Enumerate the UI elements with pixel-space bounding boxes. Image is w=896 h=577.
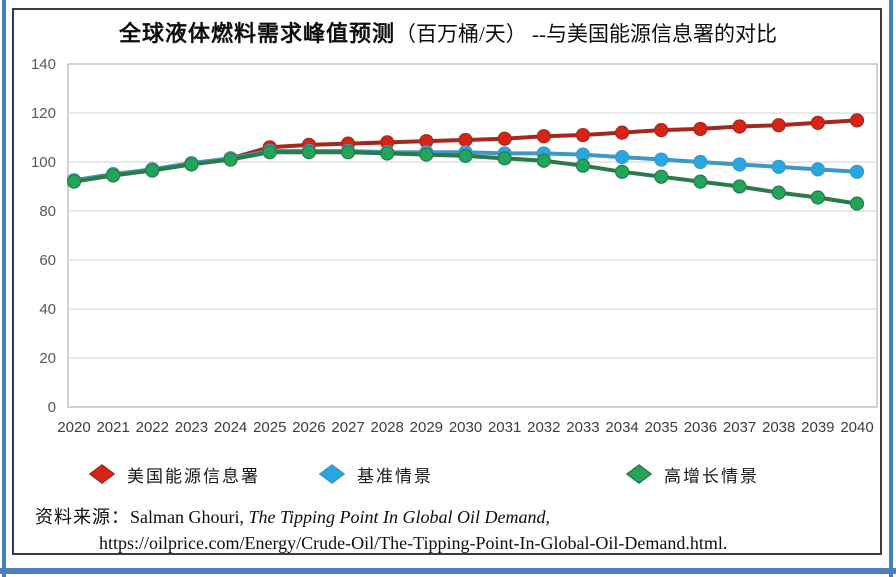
plot-area — [67, 63, 878, 408]
y-tick-label: 40 — [39, 301, 56, 318]
legend-item-eia: 美国能源信息署 — [88, 459, 260, 489]
chart-title: 全球液体燃料需求峰值预测（百万桶/天） --与美国能源信息署的对比 — [0, 16, 896, 48]
data-point-marker — [810, 190, 825, 205]
data-point-marker — [654, 169, 669, 184]
data-point-marker — [497, 151, 512, 166]
data-point-marker — [223, 152, 238, 167]
x-tick-label: 2038 — [762, 419, 795, 436]
x-tick-label: 2029 — [410, 419, 443, 436]
data-point-marker — [849, 196, 865, 211]
x-tick-label: 2024 — [214, 419, 247, 436]
x-tick-label: 2026 — [292, 419, 325, 436]
data-point-marker — [575, 158, 591, 173]
data-point-marker — [536, 153, 551, 168]
x-tick-label: 2022 — [136, 419, 169, 436]
source-url: https://oilprice.com/Energy/Crude-Oil/Th… — [99, 533, 728, 553]
source-line-2: https://oilprice.com/Energy/Crude-Oil/Th… — [35, 530, 865, 556]
x-tick-label: 2037 — [723, 419, 756, 436]
source-label: 资料来源： — [35, 507, 130, 527]
y-tick-label: 80 — [39, 203, 56, 220]
data-point-marker — [458, 132, 473, 148]
data-point-marker — [614, 164, 630, 179]
data-point-marker — [340, 145, 356, 160]
diamond-marker-icon — [625, 464, 653, 484]
data-point-marker — [380, 146, 395, 161]
data-point-marker — [732, 179, 747, 194]
data-point-marker — [106, 168, 121, 183]
x-tick-label: 2030 — [449, 419, 482, 436]
x-tick-label: 2039 — [801, 419, 834, 436]
y-tick-label: 120 — [31, 105, 56, 122]
x-tick-label: 2035 — [645, 419, 678, 436]
data-point-marker — [262, 145, 277, 160]
data-point-marker — [771, 118, 786, 133]
diamond-marker-icon — [318, 464, 346, 484]
y-tick-label: 60 — [39, 252, 56, 269]
source-note: 资料来源：Salman Ghouri, The Tipping Point In… — [35, 504, 865, 556]
x-tick-label: 2020 — [57, 419, 90, 436]
y-tick-label: 140 — [31, 56, 56, 73]
legend-label-base-scenario: 基准情景 — [357, 466, 433, 486]
data-point-marker — [810, 115, 825, 130]
frame-border-left — [2, 0, 6, 577]
x-tick-label: 2025 — [253, 419, 286, 436]
x-tick-label: 2034 — [605, 419, 638, 436]
data-point-marker — [419, 147, 434, 162]
data-point-marker — [771, 159, 786, 174]
data-point-marker — [614, 150, 630, 165]
x-tick-label: 2040 — [840, 419, 873, 436]
data-point-marker — [732, 157, 747, 172]
y-tick-label: 0 — [48, 399, 56, 416]
legend-item-base-scenario: 基准情景 — [318, 459, 433, 489]
data-point-marker — [693, 121, 708, 137]
data-point-marker — [693, 154, 708, 170]
legend-item-high-growth-scenario: 高增长情景 — [625, 459, 759, 489]
x-tick-label: 2021 — [96, 419, 129, 436]
inner-border — [12, 8, 882, 555]
data-point-marker — [771, 185, 786, 200]
data-point-marker — [849, 113, 865, 128]
data-point-marker — [184, 157, 199, 172]
frame-border-right — [889, 0, 893, 577]
x-tick-label: 2028 — [371, 419, 404, 436]
data-point-marker — [301, 145, 316, 160]
source-line-1: 资料来源：Salman Ghouri, The Tipping Point In… — [35, 504, 865, 530]
data-point-marker — [732, 119, 747, 134]
data-point-marker — [654, 123, 669, 138]
x-tick-label: 2036 — [684, 419, 717, 436]
data-point-marker — [497, 131, 512, 146]
data-point-marker — [849, 164, 865, 179]
source-author: Salman Ghouri, — [130, 507, 249, 527]
data-point-marker — [145, 163, 160, 178]
x-tick-label: 2032 — [527, 419, 560, 436]
source-work-title: The Tipping Point In Global Oil Demand, — [248, 507, 551, 527]
chart-legend: 美国能源信息署 基准情景 高增长情景 — [0, 459, 896, 489]
data-point-marker — [536, 129, 551, 144]
data-point-marker — [654, 152, 669, 167]
legend-label-eia: 美国能源信息署 — [127, 466, 260, 486]
diamond-marker-icon — [88, 464, 116, 484]
x-tick-label: 2033 — [566, 419, 599, 436]
chart-title-main: 全球液体燃料需求峰值预测 — [118, 21, 395, 46]
data-point-marker — [575, 127, 591, 143]
y-tick-label: 20 — [39, 350, 56, 367]
x-tick-label: 2023 — [175, 419, 208, 436]
chart-title-sub: （百万桶/天） --与美国能源信息署的对比 — [394, 22, 778, 46]
x-tick-label: 2031 — [488, 419, 521, 436]
legend-label-high-growth-scenario: 高增长情景 — [664, 466, 759, 486]
data-point-marker — [693, 174, 708, 189]
data-point-marker — [458, 148, 473, 163]
frame-border-bottom — [0, 568, 896, 574]
data-point-marker — [614, 125, 630, 140]
data-point-marker — [66, 174, 82, 189]
data-point-marker — [810, 162, 825, 177]
y-tick-label: 100 — [31, 154, 56, 171]
x-tick-label: 2027 — [331, 419, 364, 436]
